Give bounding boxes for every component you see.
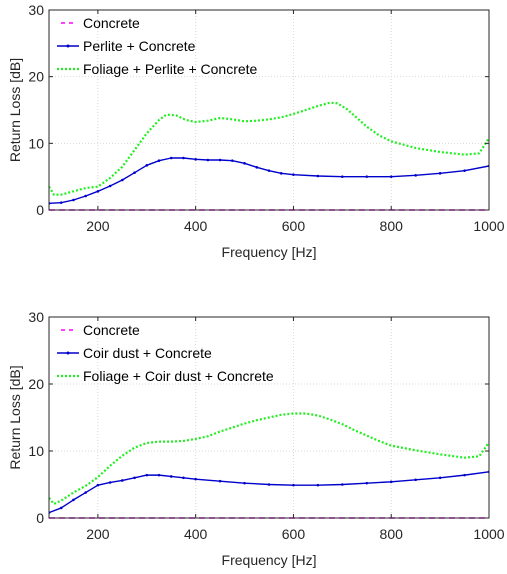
data-point (59, 201, 63, 204)
legend-label-concrete: Concrete (83, 322, 140, 338)
data-point (108, 184, 112, 188)
data-point (243, 162, 246, 165)
y-tick-label: 20 (28, 376, 44, 392)
legend-label-foliage-perlite-concrete: Foliage + Perlite + Concrete (83, 61, 258, 77)
data-point (218, 158, 222, 162)
data-point (414, 174, 417, 177)
data-point (316, 174, 320, 178)
x-tick-label: 400 (184, 218, 208, 234)
data-point (316, 483, 320, 487)
data-point (59, 506, 63, 510)
x-axis-label: Frequency [Hz] (222, 552, 317, 568)
data-point (194, 158, 197, 161)
legend: Concrete Perlite + Concrete Foliage + Perl… (57, 15, 258, 77)
chart-panel-top: 200 400 600 800 1000 0 10 20 30 Frequency [Hz] Ret… (7, 2, 505, 260)
y-tick-label: 10 (28, 135, 44, 151)
data-point (218, 479, 222, 483)
x-tick-label: 800 (380, 526, 404, 542)
data-point (463, 169, 466, 172)
x-tick-label: 800 (380, 218, 404, 234)
data-point (267, 169, 271, 172)
data-point (292, 483, 295, 487)
x-tick-label: 600 (282, 218, 306, 234)
data-point (84, 194, 87, 198)
data-point (121, 479, 124, 482)
series-line-foliage-coir-dust-concrete (49, 412, 489, 506)
data-point (206, 158, 210, 162)
legend-label-coir-dust-concrete: Coir dust + Concrete (83, 345, 212, 361)
x-tick-label: 1000 (473, 218, 504, 234)
legend-label-concrete: Concrete (83, 15, 140, 31)
legend-label-perlite-concrete: Perlite + Concrete (83, 38, 196, 54)
data-point (389, 175, 393, 178)
data-point (169, 475, 173, 478)
y-tick-label: 20 (28, 69, 44, 85)
y-axis-label: Return Loss [dB] (7, 58, 23, 162)
data-point (145, 473, 149, 477)
y-tick-label: 0 (36, 510, 44, 526)
x-tick-label: 200 (86, 526, 110, 542)
chart-panel-bottom: 200 400 600 800 1000 0 10 20 30 Frequency [Hz] Ret… (7, 309, 505, 568)
data-point (84, 491, 87, 494)
series-line-foliage-perlite-concrete (49, 101, 489, 196)
data-point (389, 480, 393, 484)
axes-box (48, 316, 490, 519)
y-tick-label: 10 (28, 443, 44, 459)
data-point (438, 172, 442, 175)
data-point (365, 175, 369, 178)
data-point (169, 156, 173, 160)
x-axis-label: Frequency [Hz] (222, 244, 317, 260)
data-point (243, 481, 246, 485)
y-axis-label: Return Loss [dB] (7, 365, 23, 469)
data-point (108, 481, 112, 484)
data-point (194, 477, 197, 481)
data-point (341, 175, 344, 178)
data-point (267, 483, 271, 486)
x-tick-label: 1000 (473, 526, 504, 542)
legend: Concrete Coir dust + Concrete Foliage + Co… (57, 322, 274, 384)
data-point (292, 173, 295, 176)
data-point (72, 198, 75, 202)
data-point (145, 164, 149, 167)
data-point (96, 190, 100, 193)
data-point (365, 481, 369, 485)
data-point (182, 476, 185, 480)
data-point (96, 483, 100, 487)
legend-marker (66, 44, 70, 48)
data-point (133, 171, 136, 174)
data-point (72, 498, 75, 502)
axes-box (48, 9, 490, 211)
y-tick-label: 0 (36, 202, 44, 218)
x-tick-label: 600 (282, 526, 306, 542)
data-point (231, 159, 234, 162)
data-point (463, 473, 466, 477)
x-tick-label: 200 (86, 218, 110, 234)
legend-marker (66, 351, 70, 355)
data-point (341, 483, 344, 486)
data-point (182, 156, 185, 160)
data-point (438, 476, 442, 480)
data-point (157, 159, 161, 162)
data-point (133, 476, 136, 480)
y-tick-label: 30 (28, 309, 44, 325)
y-tick-label: 30 (28, 2, 44, 18)
data-point (157, 473, 161, 477)
data-point (121, 178, 124, 182)
data-point (255, 166, 259, 169)
x-tick-label: 400 (184, 526, 208, 542)
legend-label-foliage-coir-dust-concrete: Foliage + Coir dust + Concrete (83, 368, 274, 384)
data-point (279, 172, 283, 175)
plot-area (49, 10, 489, 210)
data-point (414, 478, 417, 482)
